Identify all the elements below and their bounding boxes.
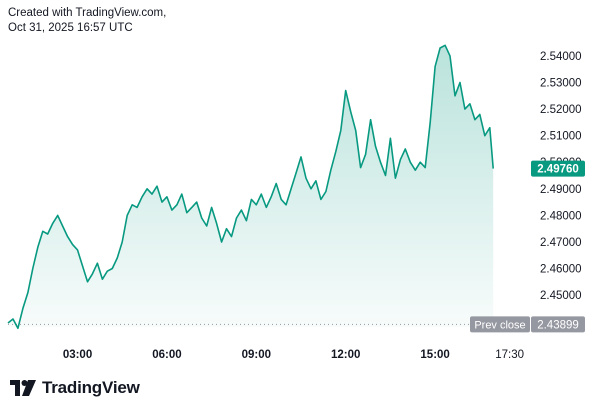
tradingview-brand[interactable]: TradingView <box>10 378 140 398</box>
timestamp-line: Oct 31, 2025 16:57 UTC <box>8 22 133 34</box>
y-tick-label: 2.52000 <box>540 104 582 116</box>
prev-close-value-badge <box>531 316 585 333</box>
y-tick-label: 2.47000 <box>540 237 582 249</box>
last-price-label: 2.49760 <box>537 164 579 176</box>
x-tick-label: 17:30 <box>495 349 524 361</box>
y-tick-label: 2.46000 <box>540 264 582 276</box>
x-tick-label: 06:00 <box>152 349 181 361</box>
x-tick-label: 15:00 <box>420 349 449 361</box>
x-tick-label: 03:00 <box>63 349 92 361</box>
y-tick-label: 2.54000 <box>540 51 582 63</box>
y-tick-label: 2.45000 <box>540 290 582 302</box>
price-line[interactable] <box>7 44 494 330</box>
y-tick-label: 2.49000 <box>540 184 582 196</box>
y-tick-label: 2.48000 <box>540 210 582 222</box>
x-tick-label: 12:00 <box>331 349 360 361</box>
y-tick-label: 2.51000 <box>540 131 582 143</box>
prev-close-title-badge <box>470 316 530 333</box>
price-area <box>8 45 494 329</box>
x-tick-label: 09:00 <box>242 349 271 361</box>
chart-credit: Created with TradingView.com, Oct 31, 20… <box>8 6 166 36</box>
tradingview-logo-icon <box>10 380 36 396</box>
y-tick-label: 2.53000 <box>540 78 582 90</box>
prev-close-title: Prev close <box>474 319 525 331</box>
brand-name: TradingView <box>42 378 140 397</box>
last-price-badge <box>531 160 585 177</box>
prev-close-value: 2.43899 <box>537 319 579 331</box>
credit-line: Created with TradingView.com, <box>8 7 167 19</box>
